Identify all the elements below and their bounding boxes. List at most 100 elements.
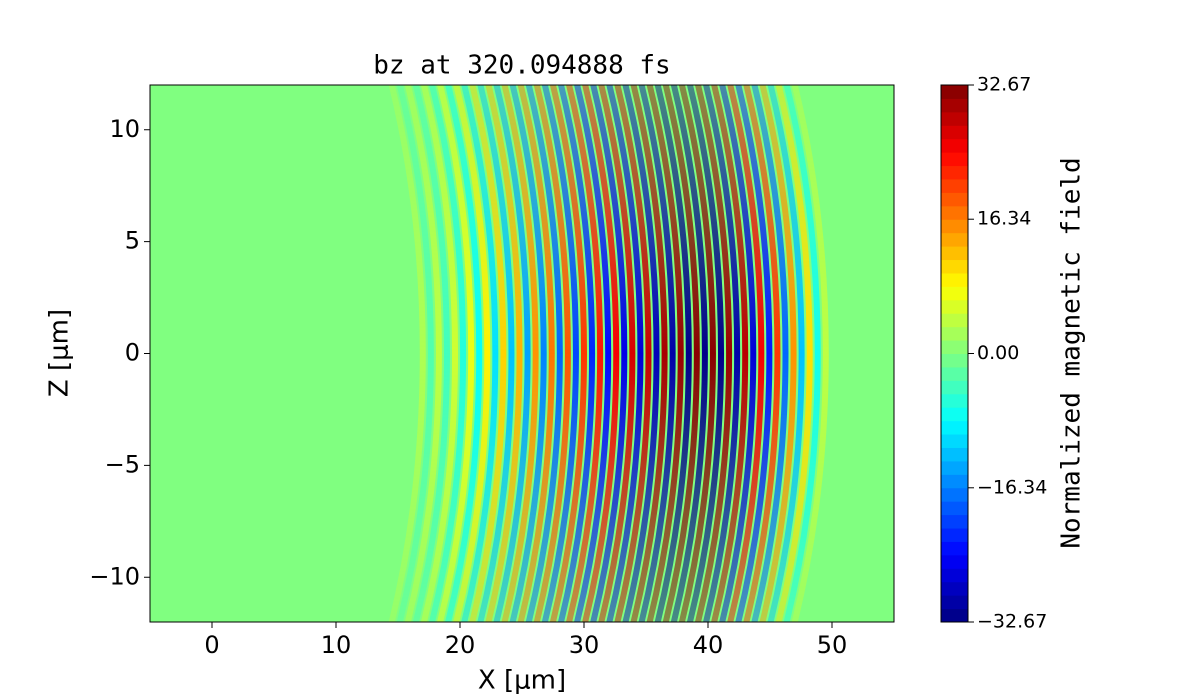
wavefront	[396, 85, 434, 622]
wavefront	[686, 85, 725, 622]
wavefront	[565, 85, 604, 622]
colorbar-step	[941, 366, 968, 381]
colorbar-step	[941, 554, 968, 569]
wavefront	[775, 85, 813, 622]
wavefront	[493, 85, 531, 622]
y-tick-label: 10	[109, 115, 140, 143]
colorbar-step	[941, 111, 968, 126]
wavefront	[420, 85, 459, 622]
wavefront	[783, 85, 821, 622]
wavefront	[517, 85, 555, 622]
wavefront	[711, 85, 749, 622]
y-axis-label: Z [μm]	[45, 309, 75, 397]
wavefront	[614, 85, 652, 622]
wavefront	[751, 85, 789, 622]
wavefront	[702, 85, 741, 622]
colorbar	[941, 85, 968, 623]
colorbar-step	[941, 326, 968, 341]
colorbar-step	[941, 272, 968, 287]
x-tick-label: 30	[569, 631, 600, 659]
wavefront	[727, 85, 765, 622]
wavefront	[638, 85, 676, 622]
wavefront	[469, 85, 507, 622]
x-tick-label: 20	[445, 631, 476, 659]
wavefront	[662, 85, 700, 622]
wavefront	[759, 85, 797, 622]
colorbar-step	[941, 514, 968, 529]
colorbar-step	[941, 85, 968, 99]
wavefronts	[388, 85, 829, 622]
x-tick-label: 50	[817, 631, 848, 659]
colorbar-step	[941, 246, 968, 261]
colorbar-step	[941, 340, 968, 354]
wavefront	[404, 85, 442, 622]
wavefront	[541, 85, 579, 622]
wavefront	[791, 85, 829, 622]
wavefront	[461, 85, 499, 622]
chart-title: bz at 320.094888 fs	[373, 51, 670, 81]
colorbar-step	[941, 165, 968, 180]
colorbar-step	[941, 528, 968, 542]
wavefront	[654, 85, 692, 622]
y-tick-label: −10	[89, 562, 140, 590]
colorbar-step	[941, 152, 968, 167]
wavefront	[525, 85, 563, 622]
colorbar-step	[941, 608, 968, 623]
colorbar-step	[941, 434, 968, 448]
colorbar-step	[941, 568, 968, 583]
colorbar-step	[941, 192, 968, 207]
colorbar-step	[941, 487, 968, 502]
wavefront	[582, 85, 620, 622]
colorbar-step	[941, 420, 968, 435]
colorbar-step	[941, 353, 968, 368]
wavefront	[501, 85, 539, 622]
colorbar-step	[941, 581, 968, 596]
x-tick-label: 10	[321, 631, 352, 659]
wavefront	[388, 85, 426, 622]
colorbar-tick-label: 32.67	[977, 74, 1031, 96]
colorbar-step	[941, 219, 968, 234]
colorbar-step	[941, 460, 968, 475]
colorbar-step	[941, 393, 968, 408]
colorbar-label: Normalized magnetic field	[1057, 157, 1087, 548]
colorbar-step	[941, 125, 968, 140]
wavefront	[598, 85, 636, 622]
colorbar-step	[941, 232, 968, 247]
wavefront	[477, 85, 515, 622]
colorbar-step	[941, 380, 968, 395]
colorbar-tick-label: 16.34	[977, 208, 1031, 230]
wavefront	[412, 85, 450, 622]
wavefront	[485, 85, 523, 622]
y-tick-label: 5	[125, 227, 140, 255]
colorbar-step	[941, 205, 968, 220]
wavefront	[719, 85, 757, 622]
colorbar-tick-label: 0.00	[977, 342, 1019, 364]
colorbar-step	[941, 259, 968, 274]
wavefront	[557, 85, 596, 622]
wavefront	[767, 85, 805, 622]
wavefront	[735, 85, 773, 622]
colorbar-tick-label: −16.34	[977, 476, 1047, 498]
colorbar-step	[941, 541, 968, 556]
colorbar-step	[941, 313, 968, 328]
wavefront	[574, 85, 612, 622]
y-tick-label: 0	[125, 339, 140, 367]
wavefront	[743, 85, 781, 622]
wavefront	[428, 85, 467, 622]
colorbar-step	[941, 98, 968, 113]
colorbar-step	[941, 501, 968, 516]
wavefront	[630, 85, 668, 622]
wavefront	[445, 85, 483, 622]
colorbar-step	[941, 447, 968, 462]
wavefront	[453, 85, 491, 622]
wavefront	[622, 85, 660, 622]
colorbar-step	[941, 299, 968, 314]
y-tick-label: −5	[105, 450, 140, 478]
wavefront	[533, 85, 571, 622]
wavefront	[509, 85, 547, 622]
wavefront	[646, 85, 684, 622]
wavefront	[678, 85, 716, 622]
colorbar-step	[941, 286, 968, 301]
